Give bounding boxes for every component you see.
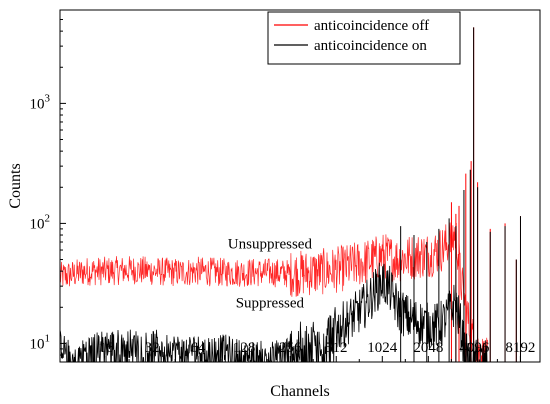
- series-layer: [60, 27, 521, 362]
- plot-frame: [59, 9, 541, 363]
- annotations: Unsuppressed Suppressed: [228, 236, 313, 311]
- legend-label: anticoincidence on: [314, 38, 427, 54]
- series-line: [60, 262, 488, 362]
- legend: anticoincidence off anticoincidence on: [267, 11, 461, 65]
- annotation-suppressed: Suppressed: [236, 295, 305, 311]
- ticks-layer: 16 32 64 128 256 512 1024 2048 4096 8192 101 102 103: [30, 19, 535, 362]
- x-tick-label: 16: [99, 340, 115, 356]
- series-anticoincidence-off: [60, 27, 521, 362]
- series-line: [60, 216, 488, 362]
- y-axis-label: Counts: [7, 163, 24, 208]
- x-tick-label: 1024: [367, 340, 398, 356]
- series-anticoincidence-on: [60, 27, 521, 362]
- x-tick-label: 8192: [505, 340, 535, 356]
- x-tick-label: 256: [279, 340, 302, 356]
- y-tick-label: 101: [30, 332, 51, 352]
- x-tick-label: 128: [233, 340, 256, 356]
- x-tick-label: 2048: [413, 340, 443, 356]
- y-tick-label: 102: [30, 212, 51, 232]
- y-tick-label: 103: [30, 92, 51, 112]
- legend-label: anticoincidence off: [314, 18, 429, 34]
- x-tick-label: 64: [191, 340, 207, 356]
- legend-box: [267, 11, 461, 65]
- annotation-unsuppressed: Unsuppressed: [228, 236, 313, 252]
- x-tick-label: 4096: [459, 340, 490, 356]
- x-tick-label: 32: [145, 340, 160, 356]
- x-tick-label: 512: [325, 340, 348, 356]
- x-axis-label: Channels: [270, 383, 330, 400]
